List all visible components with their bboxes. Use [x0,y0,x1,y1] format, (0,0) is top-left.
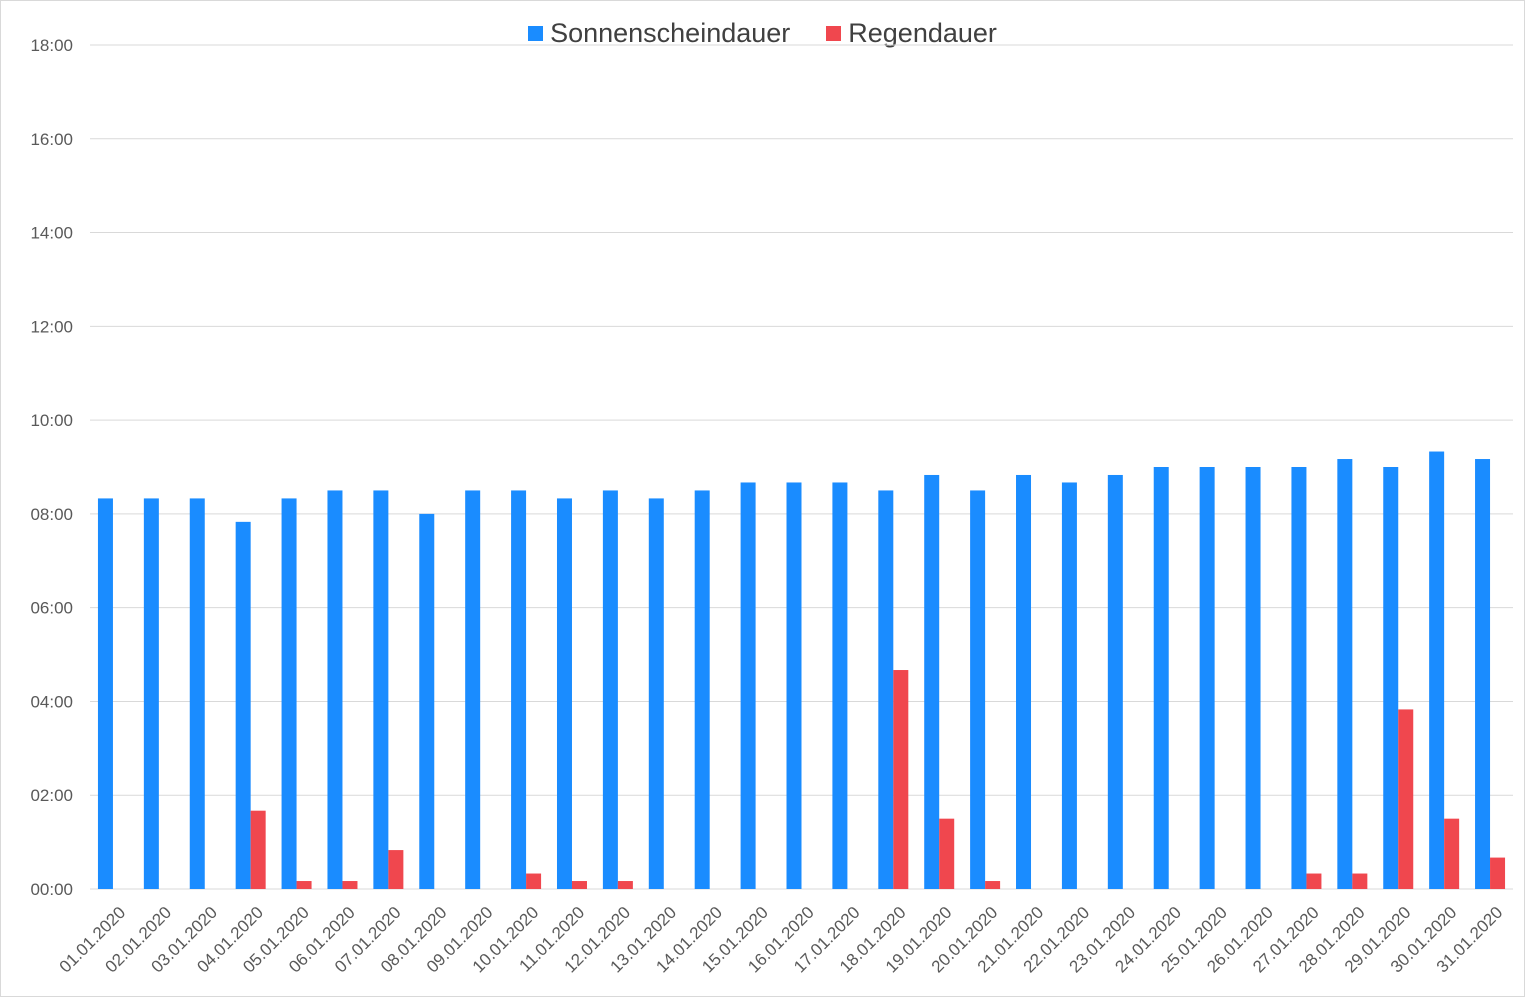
bar-rain [250,810,266,889]
x-axis-ticks: 01.01.202002.01.202003.01.202004.01.2020… [56,903,1507,977]
legend-item-sunshine: Sonnenscheindauer [528,18,790,49]
bar-sunshine [970,490,986,889]
bar-sunshine [878,490,894,889]
bar-sunshine [740,482,756,889]
bar-sunshine [373,490,389,889]
y-tick-label: 04:00 [30,692,73,711]
bar-sunshine [1245,467,1261,889]
bar-rain [939,818,955,889]
y-tick-label: 18:00 [30,36,73,55]
legend-label-sunshine: Sonnenscheindauer [550,18,791,48]
bar-rain [617,881,633,889]
bar-sunshine [1107,474,1123,889]
bar-sunshine [327,490,343,889]
bar-sunshine [1383,467,1399,889]
bar-sunshine [832,482,848,889]
bar-sunshine [1337,459,1353,889]
bar-sunshine [1061,482,1077,889]
bar-rain [1352,873,1368,889]
bar-sunshine [924,474,940,889]
legend-swatch-sunshine [528,26,544,41]
bar-sunshine [556,498,572,889]
bar-sunshine [694,490,710,889]
legend-swatch-rain [826,26,842,41]
bar-rain [526,873,542,889]
bar-sunshine [648,498,664,889]
y-tick-label: 10:00 [30,411,73,430]
bar-sunshine [1291,467,1307,889]
bar-sunshine [143,498,159,889]
bar-sunshine [1153,467,1169,889]
bar-sunshine [189,498,205,889]
y-tick-label: 02:00 [30,786,73,805]
bar-rain [571,881,587,889]
bar-sunshine [235,521,251,889]
y-tick-label: 06:00 [30,599,73,618]
bar-sunshine [511,490,527,889]
y-tick-label: 12:00 [30,317,73,336]
bar-sunshine [465,490,481,889]
bar-sunshine [97,498,113,889]
y-tick-label: 14:00 [30,224,73,243]
bar-sunshine [281,498,297,889]
y-axis-ticks: 00:00 02:00 04:00 06:00 08:00 10:00 12:00 14:00… [30,36,73,899]
bar-sunshine [1199,467,1215,889]
bar-rain [1306,873,1322,889]
bar-sunshine [786,482,802,889]
bar-rain [893,670,909,889]
bars [97,451,1506,889]
y-tick-label: 00:00 [30,880,73,899]
bar-rain [1398,709,1414,889]
bar-sunshine [1429,451,1445,889]
bar-rain [985,881,1001,889]
legend-item-rain: Regendauer [826,18,997,49]
bar-rain [1490,857,1506,889]
y-tick-label: 08:00 [30,505,73,524]
bar-sunshine [419,513,435,889]
bar-rain [388,850,404,889]
bar-rain [1444,818,1460,889]
y-tick-label: 16:00 [30,130,73,149]
bar-sunshine [1475,459,1491,889]
bar-rain [342,881,358,889]
legend: Sonnenscheindauer Regendauer [0,18,1525,49]
bar-sunshine [602,490,618,889]
bar-rain [296,881,312,889]
legend-label-rain: Regendauer [848,18,997,48]
bar-sunshine [1016,474,1032,889]
